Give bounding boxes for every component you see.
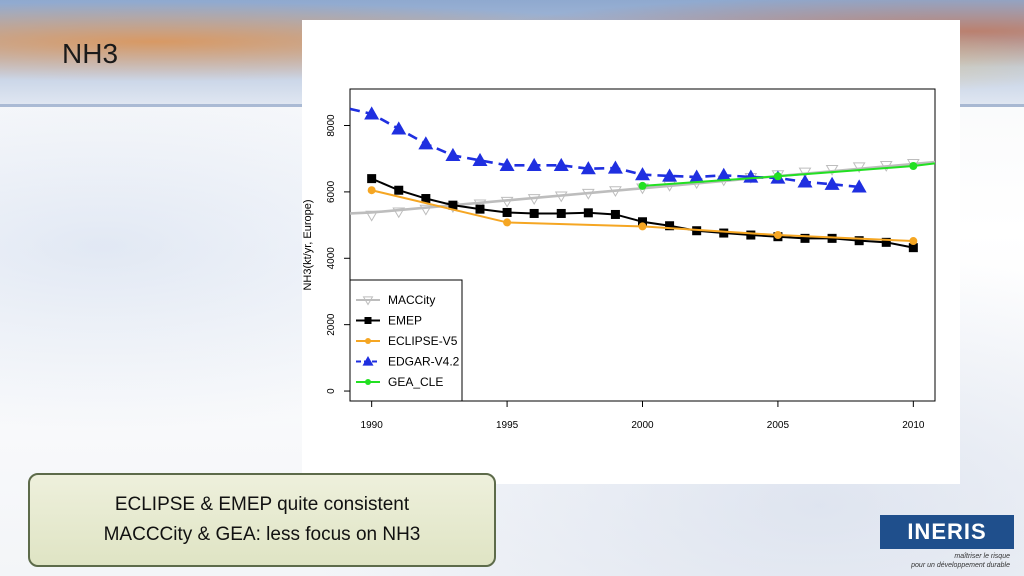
point-emep-2000 bbox=[638, 217, 647, 227]
point-maccity-2009 bbox=[879, 160, 893, 172]
y-axis-label: NH3(kt/yr, Europe) bbox=[302, 199, 314, 290]
point-emep-2006 bbox=[800, 233, 810, 243]
point-maccity-2007 bbox=[825, 164, 839, 176]
legend-marker-maccity bbox=[362, 296, 374, 306]
series-line-eclipse-v5 bbox=[371, 189, 914, 243]
x-tick-label-2000: 2000 bbox=[631, 420, 654, 431]
point-edgar-v4-2-1992 bbox=[418, 136, 434, 150]
point-edgar-v4-2-1999 bbox=[607, 160, 623, 174]
point-eclipse-v5-2000 bbox=[638, 222, 647, 231]
point-emep-2009 bbox=[881, 237, 891, 247]
x-tick-label-2005: 2005 bbox=[767, 420, 790, 431]
series-line-gea-cle bbox=[642, 162, 935, 187]
point-edgar-v4-2-1994 bbox=[472, 152, 488, 166]
legend-label-eclipse-v5: ECLIPSE-V5 bbox=[388, 334, 458, 348]
point-maccity-1999 bbox=[609, 186, 622, 198]
y-tick-label-8000: 8000 bbox=[326, 114, 337, 137]
point-edgar-v4-2-2008 bbox=[851, 179, 867, 193]
chart-panel: 1990 1995 2000 2005 2010 0 2000 4000 6000 8000 NH3… bbox=[302, 20, 960, 484]
point-edgar-v4-2-1997 bbox=[553, 157, 569, 171]
point-edgar-v4-2-1996 bbox=[526, 157, 542, 171]
legend-marker-emep bbox=[364, 317, 372, 324]
point-emep-1995 bbox=[502, 207, 512, 217]
point-maccity-1997 bbox=[554, 191, 568, 203]
point-eclipse-v5-2010 bbox=[909, 237, 918, 246]
point-maccity-2008 bbox=[852, 162, 866, 174]
point-edgar-v4-2-2003 bbox=[716, 167, 732, 181]
point-edgar-v4-2-1990 bbox=[364, 106, 380, 120]
point-eclipse-v5-1990 bbox=[367, 186, 376, 195]
point-emep-2004 bbox=[746, 230, 756, 240]
logo-tagline-line-1: maîtriser le risque bbox=[954, 553, 1010, 560]
point-edgar-v4-2-1991 bbox=[391, 121, 407, 135]
slide-title: NH3 bbox=[62, 38, 119, 69]
point-gea-cle-2010 bbox=[909, 162, 918, 171]
point-emep-1998 bbox=[583, 208, 593, 218]
point-maccity-1996 bbox=[527, 194, 541, 206]
point-maccity-2006 bbox=[798, 167, 812, 179]
point-gea-cle-2000 bbox=[638, 181, 647, 190]
point-emep-2010 bbox=[908, 243, 918, 253]
nh3-emissions-chart: 1990 1995 2000 2005 2010 0 2000 4000 6000 8000 NH3… bbox=[302, 88, 936, 431]
point-emep-1992 bbox=[421, 194, 431, 204]
legend-marker-gea-cle bbox=[365, 379, 371, 385]
point-edgar-v4-2-2006 bbox=[797, 174, 813, 188]
point-maccity-1990 bbox=[365, 210, 379, 222]
x-tick-label-1995: 1995 bbox=[496, 420, 519, 431]
point-eclipse-v5-2005 bbox=[773, 231, 782, 240]
note-line-2: MACCCity & GEA: less focus on NH3 bbox=[103, 524, 421, 545]
point-edgar-v4-2-1998 bbox=[580, 161, 596, 175]
legend-label-gea-cle: GEA_CLE bbox=[388, 375, 443, 389]
legend-label-edgar-v4-2: EDGAR-V4.2 bbox=[388, 355, 460, 369]
point-emep-1993 bbox=[448, 200, 458, 210]
point-maccity-1995 bbox=[500, 196, 514, 208]
logo-tagline-line-2: pour un développement durable bbox=[911, 562, 1010, 569]
point-edgar-v4-2-2001 bbox=[662, 168, 678, 182]
note-line-1: ECLIPSE & EMEP quite consistent bbox=[114, 494, 410, 515]
point-edgar-v4-2-1995 bbox=[499, 157, 515, 171]
point-gea-cle-2005 bbox=[773, 172, 782, 181]
legend-marker-edgar-v4-2 bbox=[362, 356, 374, 366]
legend-marker-eclipse-v5 bbox=[365, 338, 371, 344]
point-edgar-v4-2-2000 bbox=[635, 167, 650, 181]
point-maccity-1998 bbox=[581, 188, 595, 200]
y-tick-label-2000: 2000 bbox=[326, 313, 337, 336]
point-emep-1999 bbox=[610, 209, 620, 219]
logo-tagline: maîtriser le risque pour un développemen… bbox=[880, 552, 1010, 570]
point-emep-2003 bbox=[719, 228, 729, 238]
y-tick-label-6000: 6000 bbox=[326, 180, 337, 203]
point-edgar-v4-2-2002 bbox=[689, 169, 705, 183]
logo-wordmark: INERIS bbox=[880, 515, 1014, 549]
point-maccity-1991 bbox=[392, 207, 406, 219]
point-emep-1990 bbox=[367, 174, 377, 184]
point-emep-1997 bbox=[556, 208, 566, 218]
point-emep-2001 bbox=[665, 221, 675, 231]
y-tick-label-0: 0 bbox=[326, 388, 337, 394]
point-edgar-v4-2-1993 bbox=[445, 147, 461, 162]
point-maccity-1992 bbox=[419, 204, 433, 216]
legend-label-maccity: MACCity bbox=[388, 293, 435, 307]
point-eclipse-v5-1995 bbox=[503, 218, 512, 227]
x-tick-label-1990: 1990 bbox=[361, 420, 384, 431]
point-emep-2008 bbox=[854, 236, 864, 246]
y-tick-label-4000: 4000 bbox=[326, 247, 337, 270]
point-emep-1994 bbox=[475, 204, 485, 214]
ineris-logo: INERIS maîtriser le risque pour un dével… bbox=[880, 515, 1014, 571]
legend-label-emep: EMEP bbox=[388, 314, 422, 328]
x-tick-label-2010: 2010 bbox=[902, 420, 925, 431]
point-emep-1996 bbox=[529, 208, 539, 218]
note-box: ECLIPSE & EMEP quite consistent MACCCity… bbox=[28, 473, 496, 567]
point-emep-1991 bbox=[394, 185, 404, 195]
point-edgar-v4-2-2007 bbox=[824, 176, 840, 190]
